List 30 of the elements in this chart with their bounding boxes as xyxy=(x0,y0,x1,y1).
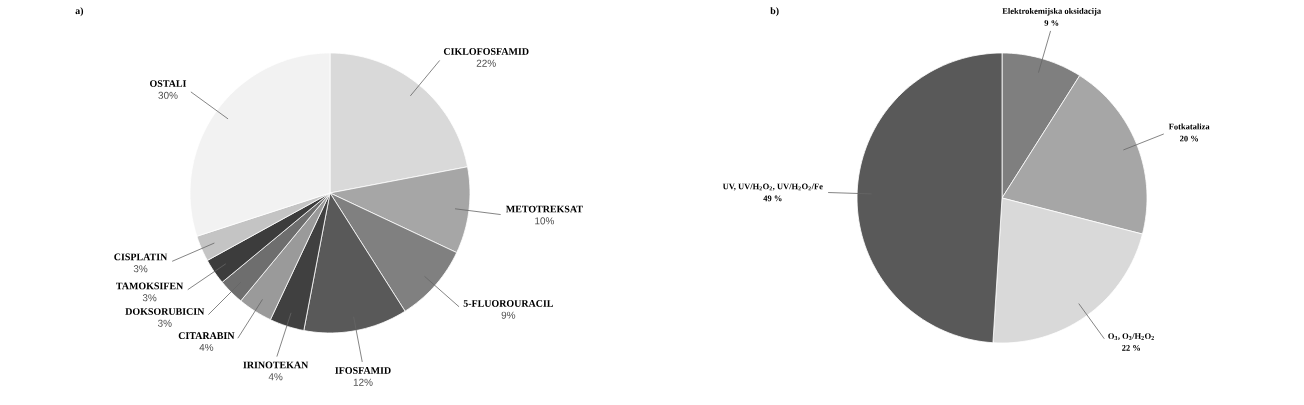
slice-label: CISPLATIN xyxy=(114,253,168,261)
chart-title: b) xyxy=(770,7,779,17)
data-label: 12% xyxy=(353,378,373,386)
data-label: 30% xyxy=(158,91,178,99)
data-label: 3% xyxy=(157,319,172,327)
data-label: 9% xyxy=(501,311,516,319)
slice-label: 5-FLUOROURACIL xyxy=(463,300,554,307)
data-label: 9 % xyxy=(1044,20,1059,26)
data-label: 3% xyxy=(133,265,148,273)
slice-label: IFOSFAMID xyxy=(335,367,391,374)
slice-label: IRINOTEKAN xyxy=(243,361,309,369)
slice-label: METOTREKSAT xyxy=(506,205,583,213)
data-label: 4% xyxy=(199,343,214,351)
slice-label: TAMOKSIFEN xyxy=(116,282,184,290)
chart-title: a) xyxy=(75,7,84,17)
category-label: UV, UV/H$_{2}$O$_{2}$, UV/H$_{2}$O$_{2}$/Fe xyxy=(722,183,823,191)
slice-label: CIKLOFOSFAMID xyxy=(443,48,529,55)
data-label: 49 % xyxy=(763,195,782,202)
slice-label: O$_{3}$, O$_{3}$/H$_{2}$O$_{2}$ xyxy=(1108,333,1154,341)
slice-label: DOKSORUBICIN xyxy=(125,308,205,315)
slice-label: OSTALI xyxy=(150,80,187,87)
data-label: 22% xyxy=(476,59,496,67)
slice-label: Fotkataliza xyxy=(1168,123,1210,130)
data-label: 22 % xyxy=(1122,345,1140,351)
slice-label: CITARABIN xyxy=(178,332,235,339)
slice-label: Elektrokemijska oksidacija xyxy=(1002,7,1101,16)
data-label: 20 % xyxy=(1180,135,1198,142)
data-label: 3% xyxy=(142,294,157,302)
data-label: 10% xyxy=(535,217,555,225)
data-label: 4% xyxy=(268,373,283,381)
